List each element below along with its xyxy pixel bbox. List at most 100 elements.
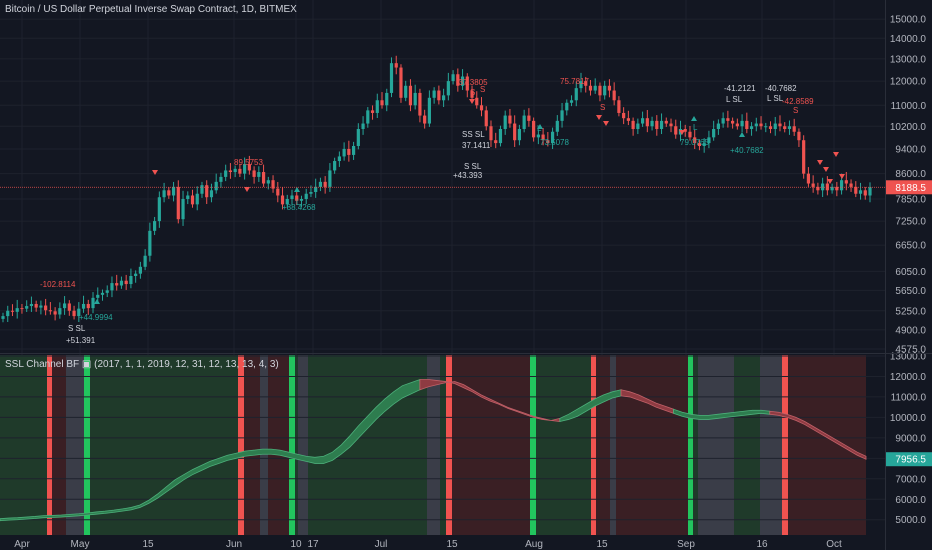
sell-arrow (244, 187, 250, 192)
candle-body (574, 88, 578, 101)
indicator-band (536, 355, 548, 535)
candle (513, 115, 517, 147)
candle-body (81, 303, 86, 309)
candle-body (72, 310, 76, 317)
chart-title: Bitcoin / US Dollar Perpetual Inverse Sw… (5, 4, 297, 15)
candle-body (844, 180, 848, 184)
candle (370, 105, 375, 120)
candle-body (361, 123, 365, 129)
indicator-tick-label: 5000.0 (895, 515, 926, 526)
candle (342, 142, 346, 161)
price-tick-label: 7850.0 (895, 195, 926, 206)
indicator-band (66, 355, 84, 535)
candle-body (749, 126, 754, 129)
candle-body (721, 118, 725, 124)
candle-body (550, 131, 555, 144)
indicator-band (260, 355, 268, 535)
signal-label: L SL (726, 95, 743, 104)
candle-body (579, 81, 583, 89)
candle (399, 64, 403, 103)
candle (607, 79, 612, 98)
candle (754, 117, 758, 132)
signal-label: 37.1411 (462, 141, 491, 150)
candle (475, 91, 479, 109)
candle-body (347, 148, 351, 155)
signal-label: L (693, 123, 698, 132)
candle (460, 69, 465, 90)
indicator-band (90, 355, 238, 535)
indicator-band (244, 355, 260, 535)
signal-label: S (470, 88, 475, 97)
candle-body (6, 310, 10, 317)
indicator-band (308, 355, 427, 535)
candle-body (731, 120, 735, 124)
candle-body (863, 190, 867, 196)
candle (62, 296, 67, 315)
candle-body (389, 63, 394, 93)
candle (25, 300, 29, 313)
candle (508, 108, 512, 128)
candle-body (783, 126, 787, 129)
last-price-badge (886, 180, 932, 195)
candle (802, 135, 806, 179)
candle (119, 276, 124, 289)
candle-body (91, 297, 95, 309)
candle-body (498, 128, 503, 144)
indicator-eye-icon[interactable]: ▣ (81, 359, 92, 370)
indicator-band (47, 355, 52, 535)
candle (205, 180, 209, 204)
candle-body (10, 310, 15, 312)
candle (764, 122, 768, 133)
candle-body (688, 131, 692, 138)
candle-body (508, 115, 512, 124)
candle-body (266, 180, 270, 184)
candle (86, 299, 90, 315)
candle-body (214, 181, 218, 191)
candle (494, 132, 498, 149)
indicator-band (596, 355, 610, 535)
candle-body (143, 255, 147, 267)
candle-body (726, 118, 730, 121)
time-tick-label: 15 (142, 539, 154, 550)
signal-label: S SL (68, 324, 86, 333)
candle-body (100, 292, 105, 295)
candle-body (754, 123, 758, 127)
signal-label: S (600, 103, 605, 112)
indicator-tick-label: 7000.0 (895, 474, 926, 485)
candle-body (148, 230, 152, 256)
candle (731, 117, 735, 129)
candle (456, 68, 460, 92)
candle (423, 109, 427, 129)
candle (773, 116, 777, 136)
candle (560, 102, 564, 128)
candle (536, 129, 540, 145)
candle-body (48, 310, 52, 312)
candle-body (337, 156, 341, 162)
candle-body (228, 170, 233, 173)
candle-body (105, 290, 109, 293)
candle-body (588, 85, 593, 91)
candle-body (432, 90, 436, 98)
candle-body (299, 199, 304, 201)
candle-body (67, 303, 71, 311)
indicator-band (295, 355, 298, 535)
ssl-channel-area (0, 378, 867, 522)
candle-body (778, 123, 782, 127)
candle-body (759, 123, 763, 127)
signal-label: S (793, 106, 798, 115)
candle-body (513, 123, 517, 141)
indicator-title[interactable]: SSL Channel BF ▣ (2017, 1, 1, 2019, 12, … (5, 359, 279, 370)
candle-body (560, 110, 564, 121)
candle-body (541, 134, 545, 141)
candle (238, 163, 242, 178)
candle (323, 176, 327, 194)
candle-body (39, 305, 43, 308)
candle-body (219, 176, 223, 182)
candle (48, 302, 52, 315)
candle (20, 303, 24, 314)
indicator-band (548, 355, 591, 535)
candle (100, 289, 105, 301)
candle-body (314, 186, 318, 193)
candle (451, 70, 455, 85)
